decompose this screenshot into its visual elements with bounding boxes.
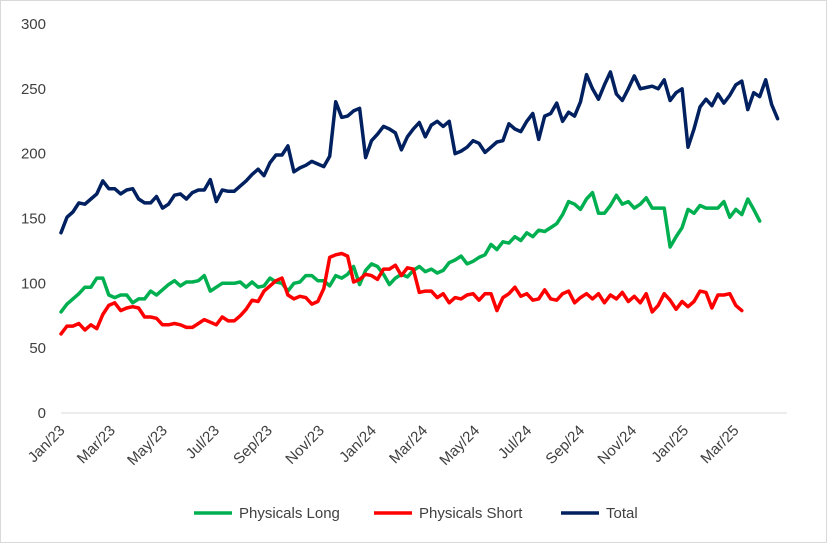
legend-label-physicals-long: Physicals Long — [239, 505, 340, 522]
x-tick-label: Mar/24 — [386, 422, 431, 467]
x-tick-label: Jul/24 — [495, 422, 535, 462]
legend-label-total: Total — [606, 505, 638, 522]
series-line-total — [59, 70, 780, 235]
y-tick-label: 150 — [21, 211, 46, 228]
y-tick-label: 100 — [21, 275, 46, 292]
x-tick-label: Jul/23 — [183, 422, 223, 462]
x-tick-label: May/24 — [436, 422, 483, 469]
y-tick-label: 0 — [38, 405, 46, 422]
x-tick-label: Nov/24 — [594, 422, 640, 468]
legend: Physicals Long Physicals Short Total — [194, 505, 638, 522]
y-tick-label: 50 — [29, 340, 46, 357]
y-axis-tick-labels: 0 50 100 150 200 250 300 — [21, 16, 46, 422]
y-tick-label: 300 — [21, 16, 46, 33]
x-tick-label: Mar/23 — [74, 422, 119, 467]
y-tick-label: 250 — [21, 81, 46, 98]
x-tick-label: Jan/25 — [648, 422, 692, 466]
y-tick-label: 200 — [21, 146, 46, 163]
x-tick-label: May/23 — [124, 422, 171, 469]
x-tick-label: Sep/23 — [230, 422, 276, 468]
x-axis-tick-labels: Jan/23 Mar/23 May/23 Jul/23 Sep/23 Nov/23 Jan/… — [25, 422, 743, 469]
series-line-physicals-long — [59, 190, 762, 314]
x-tick-label: Sep/24 — [542, 422, 588, 468]
x-tick-label: Mar/25 — [697, 422, 742, 467]
legend-label-physicals-short: Physicals Short — [419, 505, 523, 522]
x-tick-label: Jan/24 — [336, 422, 380, 466]
x-tick-label: Nov/23 — [282, 422, 328, 468]
x-tick-label: Jan/23 — [25, 422, 69, 466]
series-lines — [59, 70, 780, 336]
series-line-physicals-short — [59, 251, 744, 336]
